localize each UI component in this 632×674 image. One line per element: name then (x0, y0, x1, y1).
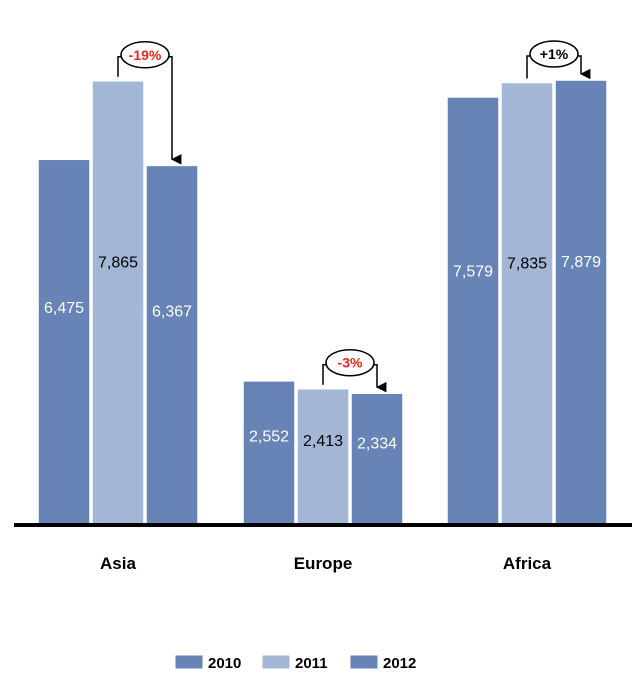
bar-africa-2010 (446, 96, 500, 526)
bar-asia-2011 (91, 80, 145, 526)
legend-label: 2010 (208, 655, 241, 672)
data-label: 2,552 (249, 428, 289, 445)
legend-swatch-2010 (174, 654, 204, 670)
data-label: 7,865 (98, 254, 138, 271)
category-label: Africa (503, 554, 552, 573)
bar-asia-2012 (145, 164, 199, 526)
bar-europe-2012 (350, 392, 404, 526)
data-label: 2,334 (357, 436, 397, 453)
category-label: Europe (294, 554, 353, 573)
legend: 2010 2011 2012 (174, 654, 416, 672)
change-bubble (325, 348, 375, 377)
data-label: 7,879 (561, 254, 601, 271)
change-bubble (529, 40, 579, 68)
legend-swatch-2011 (261, 654, 291, 670)
bar-europe-2010 (242, 380, 296, 526)
bar-asia-2010 (37, 158, 91, 526)
bar-africa-2012 (554, 79, 608, 526)
legend-swatch-2012 (349, 654, 379, 670)
change-label: +1% (540, 46, 569, 62)
legend-label: 2012 (383, 655, 416, 672)
data-label: 6,367 (152, 303, 192, 320)
data-label: 7,579 (453, 264, 493, 281)
legend-label: 2011 (295, 655, 328, 672)
change-label: -3% (338, 355, 363, 371)
change-label: -19% (129, 47, 162, 63)
data-label: 6,475 (44, 300, 84, 317)
bar-africa-2011 (500, 81, 554, 526)
change-bubble (120, 41, 170, 69)
category-label: Asia (100, 554, 136, 573)
bar-europe-2011 (296, 387, 350, 526)
data-label: 2,413 (303, 433, 343, 450)
data-label: 7,835 (507, 255, 547, 272)
